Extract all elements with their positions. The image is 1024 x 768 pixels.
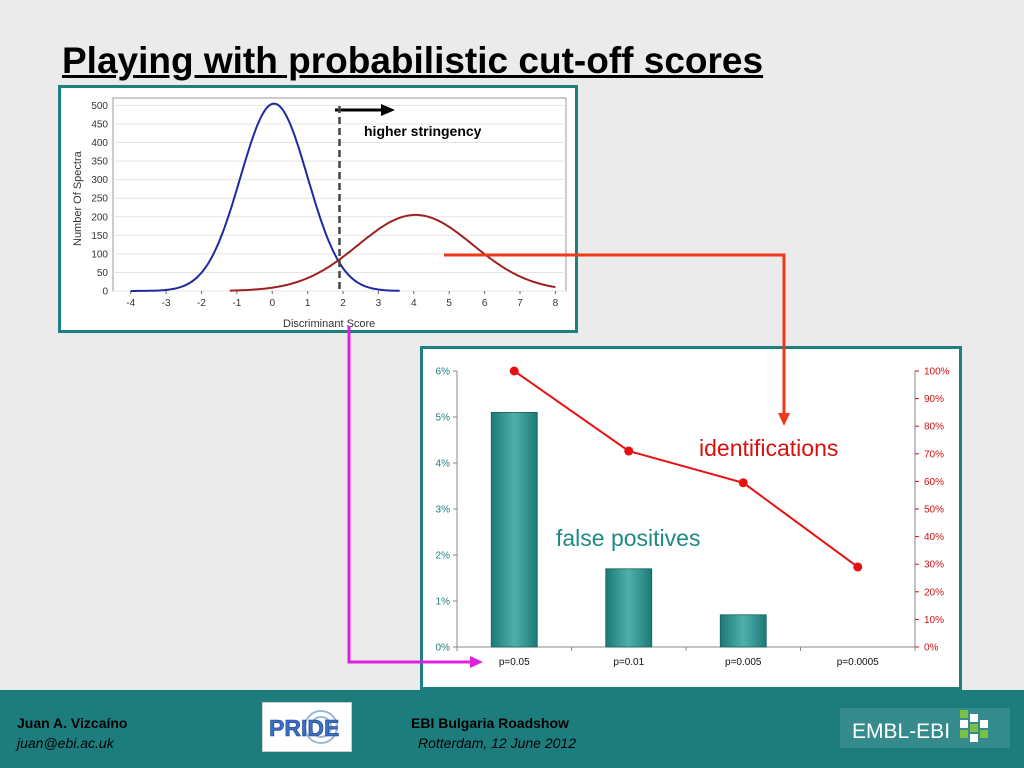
histogram-x-tick: -3 bbox=[162, 298, 171, 309]
pride-logo-graphic: PRIDE bbox=[269, 710, 340, 744]
histogram-y-tick: 250 bbox=[91, 194, 108, 205]
embl-ebi-logo-emblem bbox=[960, 710, 988, 742]
identifications-point bbox=[853, 562, 863, 572]
left-axis-tick: 4% bbox=[436, 459, 451, 470]
right-axis-tick: 30% bbox=[924, 560, 944, 571]
false-positives-bar bbox=[719, 614, 767, 648]
stringency-chart: 0% 1% 2% 3% 4% 5% 6% 0% 10% 20% 30% 40% 50% 60% 70% 80%… bbox=[436, 366, 950, 668]
right-axis-tick: 60% bbox=[924, 477, 944, 488]
embl-ebi-logo-graphic: EMBL-EBI bbox=[840, 708, 1010, 748]
histogram-x-tick: 8 bbox=[553, 298, 559, 309]
x-axis-tick: p=0.05 bbox=[499, 657, 530, 668]
right-axis-tick: 90% bbox=[924, 394, 944, 405]
histogram-x-tick: -2 bbox=[197, 298, 206, 309]
x-axis-tick: p=0.01 bbox=[613, 657, 644, 668]
histogram-x-tick: 1 bbox=[305, 298, 311, 309]
histogram-x-tick: 7 bbox=[517, 298, 523, 309]
pride-logo: PRIDE bbox=[262, 702, 352, 752]
left-axis-tick: 6% bbox=[436, 367, 451, 378]
histogram-x-tick: 6 bbox=[482, 298, 488, 309]
right-axis-tick: 70% bbox=[924, 449, 944, 460]
histogram-y-tick: 200 bbox=[91, 212, 108, 223]
histogram-y-tick: 350 bbox=[91, 157, 108, 168]
footer-event: EBI Bulgaria Roadshow bbox=[411, 715, 569, 731]
histogram-x-axis-label: Discriminant Score bbox=[283, 318, 375, 330]
histogram-chart: 0 50 100 150 200 250 300 350 400 450 500 -4 -3 -2 -1 0 1… bbox=[72, 97, 567, 330]
stringency-label: higher stringency bbox=[364, 123, 482, 139]
histogram-y-tick: 450 bbox=[91, 119, 108, 130]
histogram-x-tick: 4 bbox=[411, 298, 417, 309]
left-axis-tick: 2% bbox=[436, 551, 451, 562]
histogram-y-tick: 150 bbox=[91, 231, 108, 242]
histogram-axes: 0 50 100 150 200 250 300 350 400 450 500 -4 -3 -2 -1 0 1… bbox=[91, 97, 567, 309]
histogram-x-tick: -1 bbox=[232, 298, 241, 309]
right-axis-tick: 20% bbox=[924, 587, 944, 598]
histogram-x-tick: 2 bbox=[340, 298, 346, 309]
stringency-chart-marks bbox=[490, 366, 863, 648]
footer-author: Juan A. Vizcaíno bbox=[17, 715, 128, 731]
histogram-y-tick: 50 bbox=[97, 268, 109, 279]
histogram-y-tick: 400 bbox=[91, 138, 108, 149]
false-positives-bar bbox=[605, 568, 653, 648]
false-positives-label: false positives bbox=[556, 525, 700, 551]
histogram-y-axis-label: Number Of Spectra bbox=[72, 150, 84, 246]
x-axis-tick: p=0.005 bbox=[725, 657, 762, 668]
histogram-x-tick: 3 bbox=[376, 298, 382, 309]
identifications-point bbox=[624, 446, 634, 456]
stringency-arrowhead bbox=[381, 104, 395, 116]
right-axis-tick: 100% bbox=[924, 367, 950, 378]
left-axis-tick: 3% bbox=[436, 505, 451, 516]
identifications-point bbox=[738, 478, 748, 488]
right-axis-tick: 0% bbox=[924, 643, 939, 654]
footer-place-date: Rotterdam, 12 June 2012 bbox=[418, 735, 576, 751]
histogram-x-tick: 0 bbox=[269, 298, 275, 309]
footer: Juan A. Vizcaíno juan@ebi.ac.uk PRIDE EB… bbox=[0, 690, 1024, 768]
right-axis-tick: 50% bbox=[924, 505, 944, 516]
histogram-y-tick: 0 bbox=[102, 287, 108, 298]
identifications-point bbox=[509, 366, 519, 376]
stringency-chart-panel: 0% 1% 2% 3% 4% 5% 6% 0% 10% 20% 30% 40% 50% 60% 70% 80%… bbox=[420, 346, 962, 690]
slide-title: Playing with probabilistic cut-off score… bbox=[62, 40, 764, 81]
embl-ebi-logo-text: EMBL-EBI bbox=[852, 720, 950, 743]
pride-logo-text: PRIDE bbox=[269, 715, 339, 741]
histogram-x-tick: 5 bbox=[446, 298, 452, 309]
right-axis-tick: 10% bbox=[924, 615, 944, 626]
right-axis-tick: 80% bbox=[924, 422, 944, 433]
left-axis-tick: 0% bbox=[436, 643, 451, 654]
x-axis-tick: p=0.0005 bbox=[837, 657, 879, 668]
false-positives-bar bbox=[490, 412, 538, 648]
footer-email[interactable]: juan@ebi.ac.uk bbox=[17, 735, 114, 751]
blue-fit-curve bbox=[130, 102, 400, 292]
histogram-y-tick: 300 bbox=[91, 175, 108, 186]
histogram-y-tick: 100 bbox=[91, 249, 108, 260]
right-axis-tick: 40% bbox=[924, 532, 944, 543]
left-axis-tick: 1% bbox=[436, 597, 451, 608]
histogram-x-tick: -4 bbox=[126, 298, 135, 309]
left-axis-tick: 5% bbox=[436, 413, 451, 424]
embl-ebi-logo: EMBL-EBI bbox=[840, 704, 1010, 752]
histogram-panel: 0 50 100 150 200 250 300 350 400 450 500 -4 -3 -2 -1 0 1… bbox=[58, 85, 578, 333]
histogram-y-tick: 500 bbox=[91, 101, 108, 112]
identifications-label: identifications bbox=[699, 435, 838, 461]
